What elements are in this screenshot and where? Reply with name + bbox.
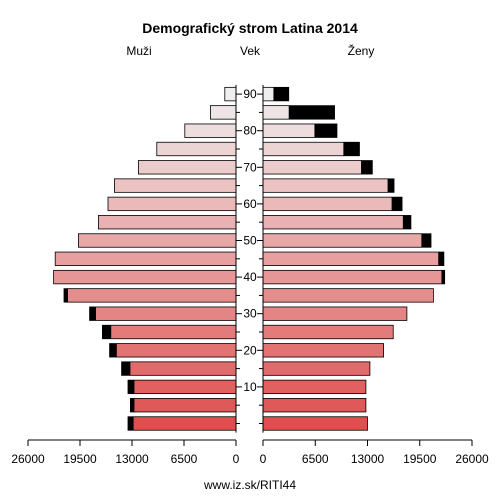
age-tick-label: 10 — [243, 380, 257, 394]
female-x-tick-label: 19500 — [403, 452, 437, 466]
chart-title: Demografický strom Latina 2014 — [142, 20, 358, 36]
female-surplus-50-54 — [421, 233, 432, 248]
female-bar-20-24 — [262, 343, 384, 358]
female-surplus-40-44 — [441, 270, 445, 284]
female-bar-10-14 — [262, 379, 367, 395]
male-bar-80-84 — [184, 123, 237, 138]
male-x-tick-label: 6500 — [171, 452, 198, 466]
age-axis: 10 20 30 40 50 60 70 80 90 — [235, 84, 264, 433]
male-surplus-5-9 — [130, 398, 135, 412]
female-bar-55-59 — [262, 215, 412, 230]
female-x-axis: 0 6500 13000 19500 26000 — [260, 439, 489, 466]
female-surplus-65-69 — [387, 178, 395, 193]
female-surplus-60-64 — [391, 197, 403, 211]
male-surplus-0-4 — [128, 416, 134, 431]
female-surplus-75-79 — [343, 142, 360, 156]
age-tick-label: 20 — [243, 343, 257, 357]
age-tick-label: 90 — [243, 87, 257, 101]
female-surplus-70-74 — [361, 160, 373, 175]
female-bar-0-4 — [262, 416, 368, 431]
left-series-label: Muži — [126, 44, 151, 58]
source-caption: www.iz.sk/RITI44 — [203, 478, 296, 492]
male-bar-5-9 — [129, 398, 237, 413]
male-bar-85-89 — [209, 105, 237, 120]
center-axis-label: Vek — [240, 44, 261, 58]
female-bar-30-34 — [262, 306, 408, 321]
male-bar-0-4 — [127, 416, 237, 431]
female-bar-15-19 — [262, 361, 371, 376]
male-bar-65-69 — [114, 178, 237, 193]
male-bar-50-54 — [78, 233, 237, 248]
male-x-tick-label: 0 — [233, 452, 240, 466]
female-surplus-55-59 — [402, 215, 411, 229]
male-bar-35-39 — [63, 288, 237, 303]
male-bar-45-49 — [54, 251, 237, 266]
female-x-tick-label: 0 — [260, 452, 267, 466]
female-bar-70-74 — [262, 160, 373, 175]
male-x-axis: 26000 19500 13000 6500 0 — [11, 439, 240, 466]
female-bar-40-44 — [262, 269, 446, 285]
male-surplus-10-14 — [128, 380, 135, 394]
male-bar-25-29 — [102, 324, 237, 340]
male-bar-40-44 — [53, 269, 237, 285]
male-bar-30-34 — [89, 306, 237, 321]
age-tick-label: 50 — [243, 234, 257, 248]
male-bar-60-64 — [107, 196, 237, 212]
age-tick-label: 30 — [243, 307, 257, 321]
female-surplus-85-89 — [288, 105, 335, 120]
male-surplus-35-39 — [64, 288, 68, 303]
female-x-tick-label: 6500 — [302, 452, 329, 466]
female-surplus-80-84 — [314, 123, 337, 138]
male-x-tick-label: 19500 — [63, 452, 97, 466]
male-bar-15-19 — [121, 361, 237, 376]
male-bar-75-79 — [156, 141, 237, 157]
male-bar-20-24 — [109, 343, 237, 358]
female-bars — [262, 86, 446, 431]
male-x-tick-label: 13000 — [115, 452, 149, 466]
male-surplus-20-24 — [109, 343, 117, 358]
age-tick-label: 80 — [243, 124, 257, 138]
age-tick-label: 60 — [243, 197, 257, 211]
female-bar-45-49 — [262, 251, 445, 266]
female-surplus-45-49 — [438, 252, 444, 266]
age-tick-label: 40 — [243, 270, 257, 284]
male-bars — [53, 86, 237, 431]
male-bar-10-14 — [127, 379, 237, 395]
female-bar-60-64 — [262, 196, 403, 212]
female-x-tick-label: 13000 — [351, 452, 385, 466]
male-surplus-15-19 — [121, 361, 131, 376]
male-bar-90+ — [224, 86, 237, 102]
female-bar-35-39 — [262, 288, 434, 303]
female-bar-65-69 — [262, 178, 395, 193]
male-bar-70-74 — [137, 160, 237, 175]
right-series-label: Ženy — [348, 43, 375, 58]
age-tick-label: 70 — [243, 160, 257, 174]
female-bar-5-9 — [262, 398, 367, 413]
female-surplus-90+ — [273, 87, 289, 101]
female-bar-50-54 — [262, 233, 432, 248]
male-surplus-25-29 — [102, 325, 112, 339]
female-bar-25-29 — [262, 324, 394, 340]
female-x-tick-label: 26000 — [455, 452, 489, 466]
male-bar-55-59 — [98, 215, 237, 230]
male-x-tick-label: 26000 — [11, 452, 45, 466]
male-surplus-30-34 — [89, 306, 96, 321]
